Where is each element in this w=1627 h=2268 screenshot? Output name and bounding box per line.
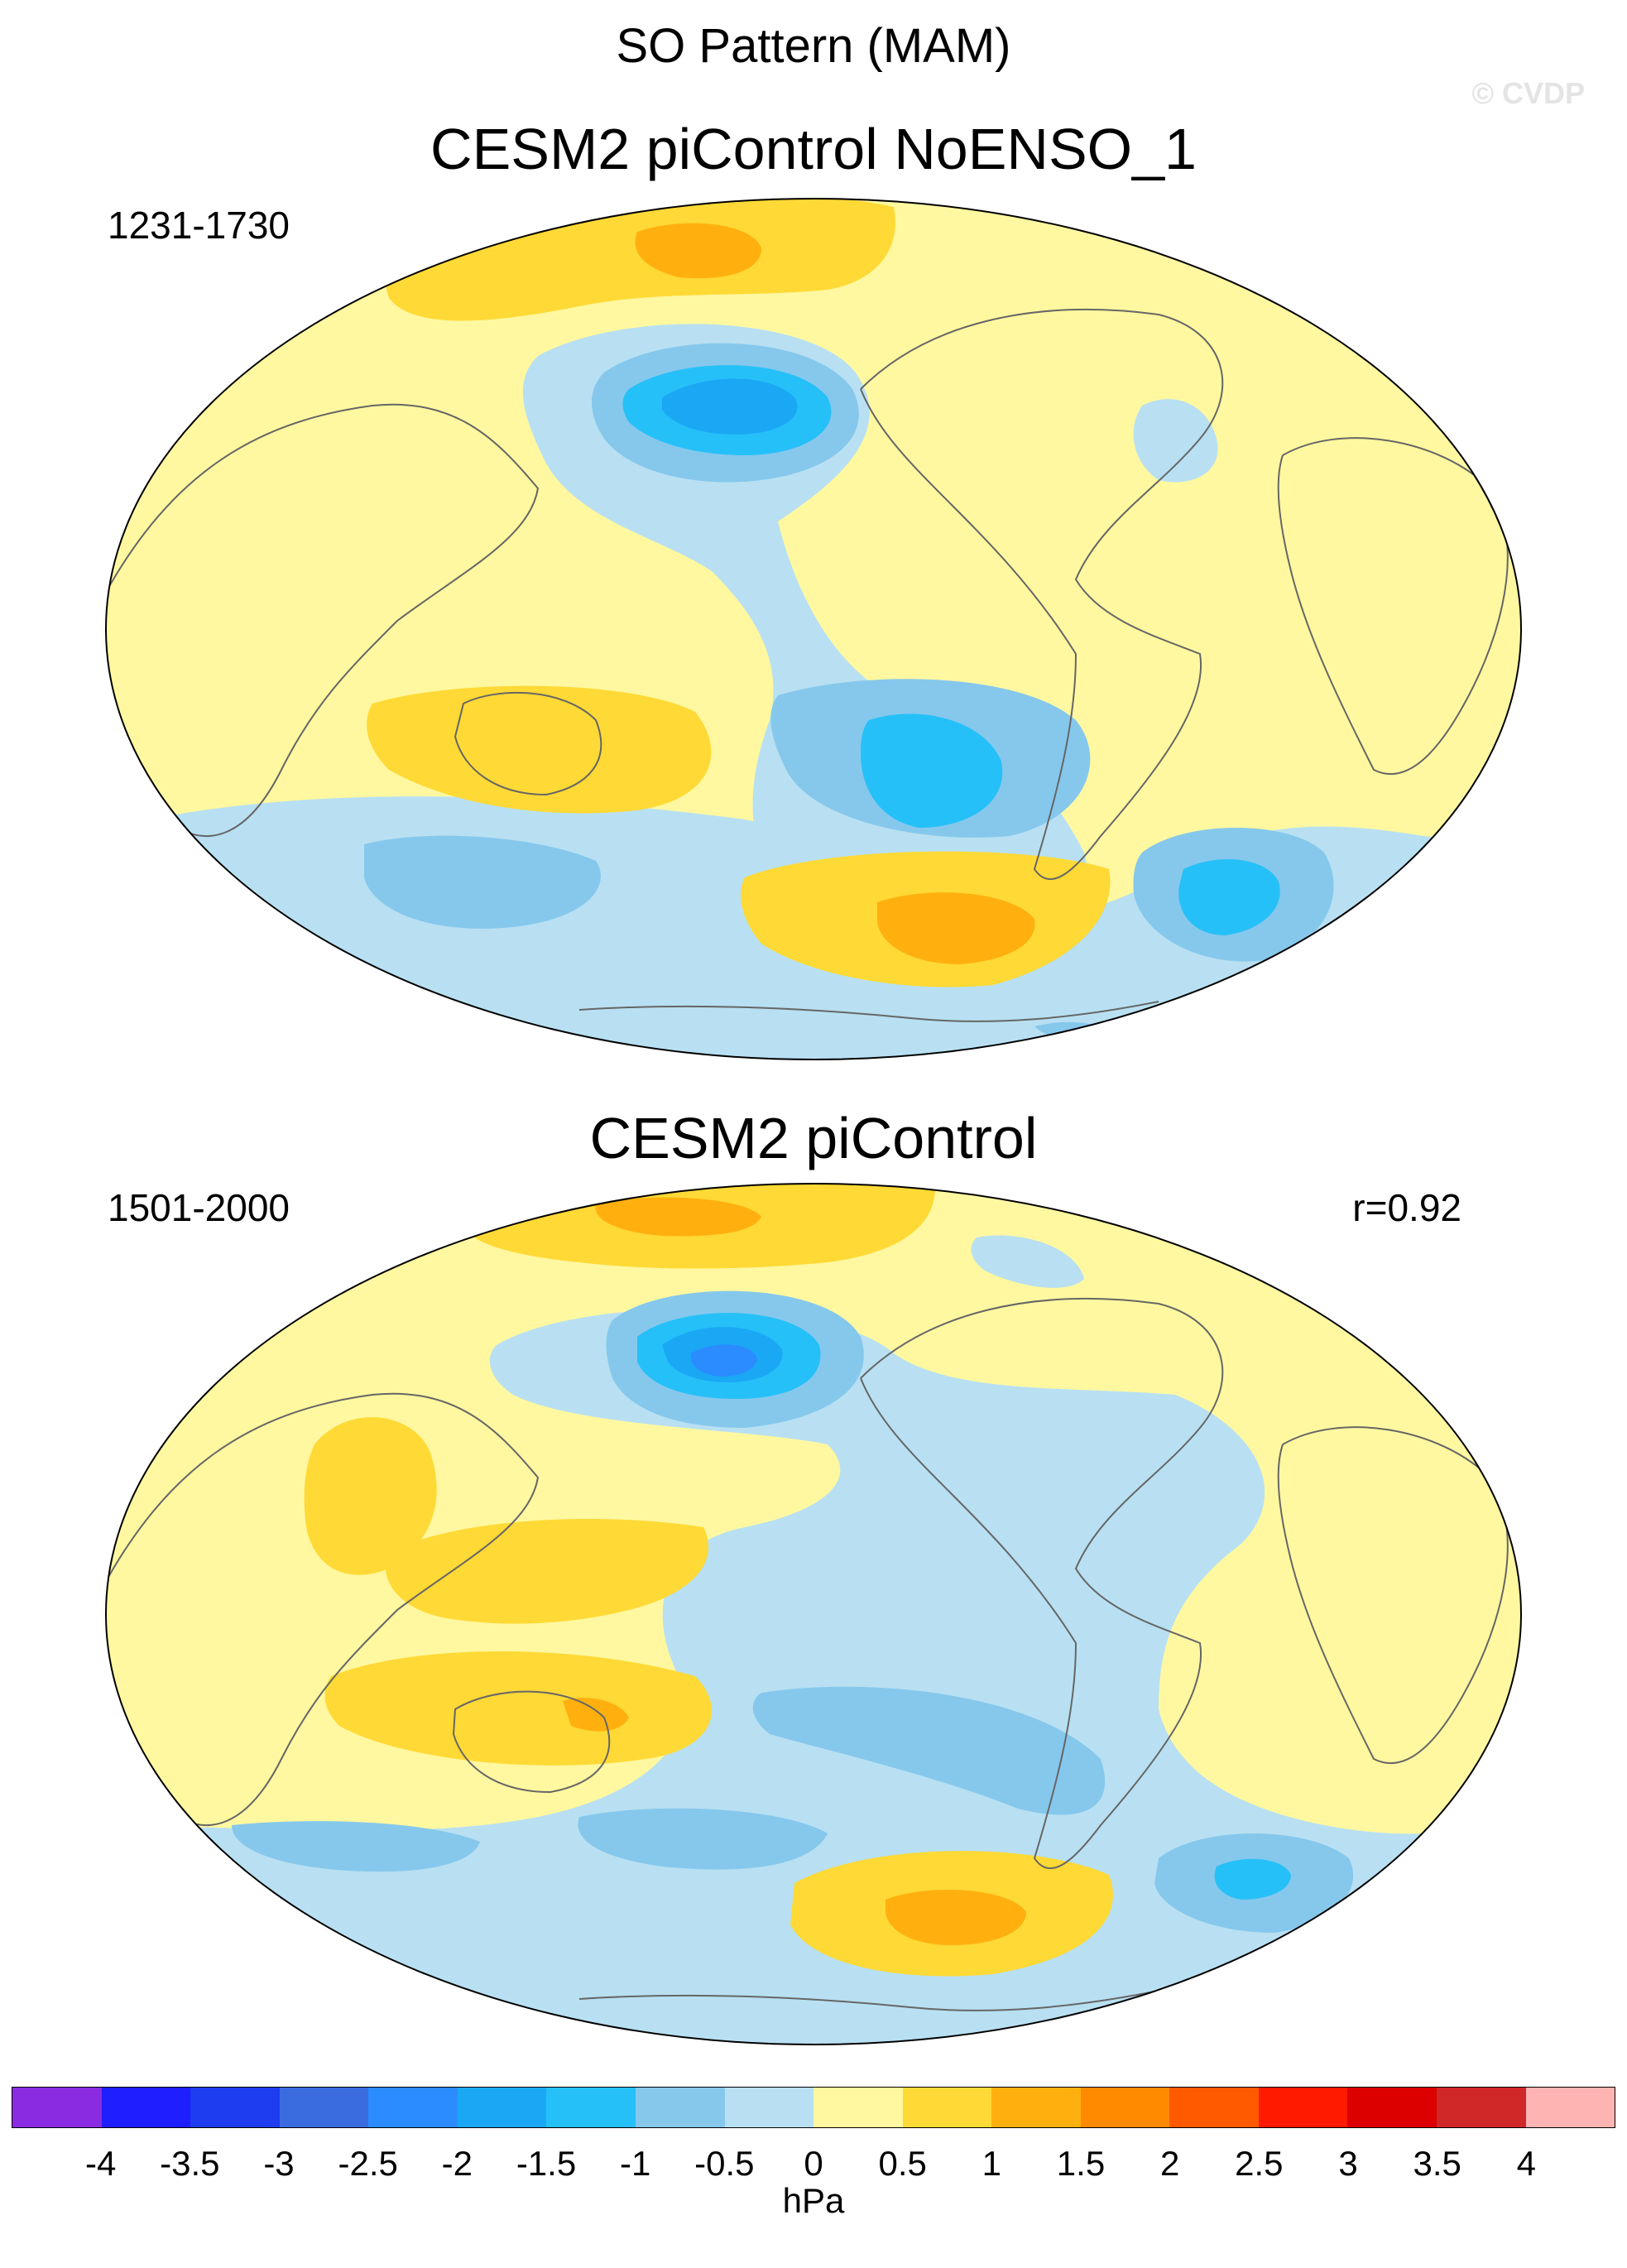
colorbar-swatch [12,2088,102,2127]
colorbar-units: hPa [782,2181,845,2220]
panel-1-field [106,199,1521,1060]
neg-greenland [971,1235,1084,1288]
colorbar-swatch [1437,2088,1526,2127]
colorbar-swatch [814,2088,903,2127]
colorbar-tick-label: 1 [981,2144,1002,2183]
colorbar-tick-label: -2.5 [338,2144,398,2183]
figure-title: SO Pattern (MAM) [616,19,1011,73]
colorbar-swatch [546,2088,636,2127]
neg-antarctic [1034,1021,1117,1040]
neg-indian-1 [364,835,601,929]
colorbar-tick-label: -3 [263,2144,295,2183]
panel-1-border [105,198,1522,1060]
colorbar-swatch [368,2088,458,2127]
colorbar-swatch [1258,2088,1348,2127]
panel-1-period: 1231-1730 [108,204,290,247]
pos-spac-2 [885,1890,1026,1945]
colorbar-tick-label: 2 [1159,2144,1180,2183]
panel-1-title: CESM2 piControl NoENSO_1 [430,117,1197,181]
neg-indian-1 [232,1821,480,1872]
neg-spac-2 [578,1808,828,1870]
panel-2-field [106,1184,1521,2045]
pos-spac-2 [877,892,1035,964]
colorbar-swatch [1080,2088,1170,2127]
panel-2-correlation: r=0.92 [1352,1186,1461,1229]
colorbar-tick-label: -4 [84,2144,117,2183]
colorbar-tick-label: 4 [1516,2144,1537,2183]
colorbar [12,2087,1615,2128]
panel-2-coastlines [106,1298,1509,2011]
neg-spac-1 [752,1686,1106,1815]
neg-satl-2 [1178,859,1280,935]
colorbar-swatch [1347,2088,1437,2127]
panel-1-map [105,198,1522,1060]
neg-spac-2 [861,714,1003,828]
colorbar-swatch [902,2088,992,2127]
colorbar-tick-label: 2.5 [1235,2144,1284,2183]
colorbar-tick-label: 0 [804,2144,823,2183]
panel-2-title: CESM2 piControl [589,1106,1038,1170]
colorbar-tick-label: -2 [441,2144,473,2183]
colorbar-tick-label: -1 [619,2144,651,2183]
colorbar-swatch [190,2088,280,2127]
colorbar-tick-label: -1.5 [516,2144,577,2183]
colorbar-tick-label: 1.5 [1056,2144,1106,2183]
colorbar-swatch [279,2088,369,2127]
colorbar-tick-label: 3.5 [1413,2144,1461,2183]
pos-warmpool [385,1519,708,1624]
colorbar-swatch [635,2088,725,2127]
colorbar-ticks: -4 -3.5 -3 -2.5 -2 -1.5 -1 -0.5 0 0.5 1 1.5 2 2.5 3 3.5… [0,2144,1627,2194]
pos-arctic-2 [635,223,761,279]
cvdp-watermark: © CVDP [1471,76,1585,110]
colorbar-tick-label: 0.5 [878,2144,927,2183]
panel-2-border [105,1183,1522,2045]
neg-satl-2 [1214,1858,1291,1900]
neg-north-atlantic [1133,399,1218,483]
colorbar-tick-label: 3 [1338,2144,1358,2183]
pos-australia [324,1651,712,1766]
colorbar-swatch [101,2088,191,2127]
colorbar-tick-label: -3.5 [160,2144,220,2183]
colorbar-swatch [1169,2088,1259,2127]
panel-2-map [105,1183,1522,2045]
colorbar-swatch [991,2088,1081,2127]
colorbar-swatch [457,2088,547,2127]
colorbar-tick-label: -0.5 [694,2144,755,2183]
neg-npac-3 [662,378,798,435]
colorbar-swatch [724,2088,814,2127]
pos-australia-core [563,1698,629,1732]
panel-2-period: 1501-2000 [108,1186,290,1229]
pos-india [304,1417,437,1575]
pos-australia [367,685,712,814]
pos-arctic-2 [595,1197,761,1237]
colorbar-swatch [1525,2088,1615,2127]
neg-npac-4 [691,1344,757,1377]
